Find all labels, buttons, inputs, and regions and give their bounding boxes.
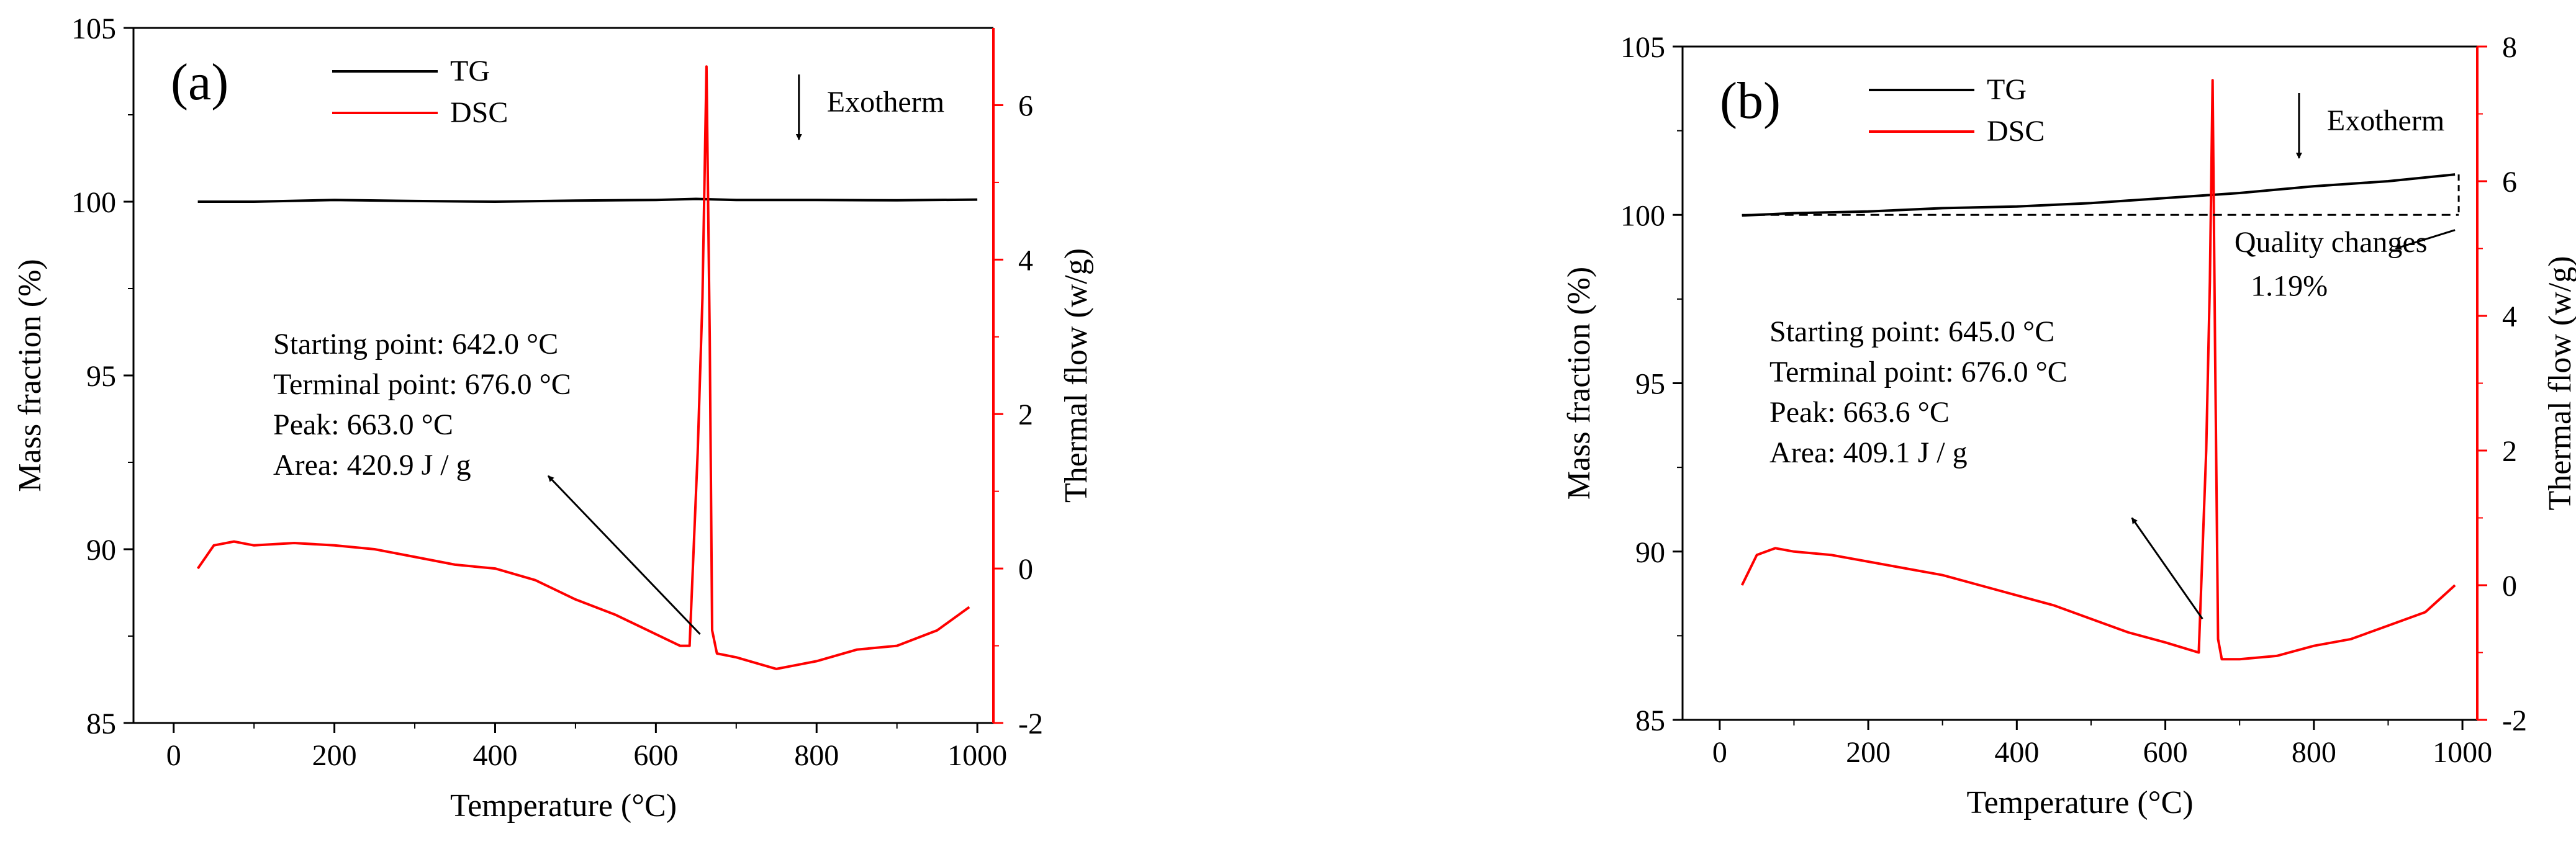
legend-dsc-label: DSC [450,96,508,129]
dsc-series-line [1740,79,2456,661]
right-y-tick-label: -2 [2502,704,2527,737]
left-y-tick-label: 85 [1635,704,1665,737]
x-tick-label: 800 [794,739,839,772]
annotation-line: Terminal point: 676.0 °C [1769,356,2068,388]
tg-series-line [1742,173,2456,217]
x-axis-title: Temperature (°C) [450,788,677,824]
x-tick-label: 1000 [947,739,1007,772]
right-y-tick-label: 4 [2502,300,2517,333]
x-tick-label: 0 [166,739,181,772]
legend-dsc-label: DSC [1987,115,2045,148]
x-axis-title: Temperature (°C) [1966,785,2193,820]
left-y-axis-title: Mass fraction (%) [12,259,48,492]
left-y-tick-label: 90 [86,534,116,567]
right-y-tick-label: 0 [1018,553,1033,586]
exotherm-label: Exotherm [827,86,944,119]
annotation-line: Peak: 663.0 °C [273,408,453,441]
quality-change-value: 1.19% [2251,269,2328,302]
peak-annotation-arrow [547,475,701,635]
annotation-line: Peak: 663.6 °C [1769,396,1950,429]
legend-tg-label: TG [450,55,490,88]
right-y-axis-title: Thermal flow (w/g) [1059,248,1094,503]
legend-tg-label: TG [1987,73,2027,106]
exotherm-label: Exotherm [2327,104,2444,137]
peak-annotation-arrow [2131,517,2203,620]
left-y-axis-title: Mass fraction (%) [1561,267,1597,500]
annotation-line: Starting point: 645.0 °C [1769,315,2054,348]
x-tick-label: 600 [633,739,678,772]
chart-panel-a: 0 200 400 600 800 1000 85 90 95 100 105 -2 0 2 4 6 Tempe… [12,12,1094,824]
x-tick-label: 400 [472,739,517,772]
right-y-axis-title: Thermal flow (w/g) [2542,256,2576,510]
annotation-line: Area: 409.1 J / g [1769,436,1968,469]
x-tick-label: 200 [1846,736,1891,769]
left-y-tick-label: 100 [71,186,116,219]
left-y-tick-label: 100 [1620,199,1665,232]
right-y-tick-label: 6 [2502,166,2517,199]
left-y-tick-label: 95 [1635,368,1665,401]
panel-label: (b) [1720,72,1781,130]
dsc-series-line [196,65,970,670]
x-tick-label: 600 [2143,736,2188,769]
x-tick-label: 0 [1712,736,1727,769]
right-y-tick-label: -2 [1018,707,1043,740]
chart-panel-b: 0 200 400 600 800 1000 85 90 95 100 105 -2 0 2 4 6 8 Temp… [1561,31,2576,820]
quality-change-arrow [2395,229,2456,250]
annotation-line: Area: 420.9 J / g [273,449,471,482]
right-y-tick-label: 2 [2502,435,2517,468]
left-y-tick-label: 90 [1635,536,1665,569]
right-y-tick-label: 6 [1018,89,1033,122]
x-tick-label: 200 [312,739,357,772]
annotation-line: Starting point: 642.0 °C [273,328,558,361]
right-y-tick-label: 2 [1018,398,1033,431]
left-y-tick-label: 105 [71,12,116,45]
panel-label: (a) [171,53,228,111]
right-y-tick-label: 8 [2502,31,2517,64]
left-y-tick-label: 85 [86,707,116,740]
x-tick-label: 1000 [2433,736,2492,769]
x-tick-label: 800 [2292,736,2336,769]
left-y-tick-label: 95 [86,360,116,393]
x-tick-label: 400 [1994,736,2039,769]
right-y-tick-label: 0 [2502,570,2517,603]
tg-series-line [197,197,978,203]
right-y-tick-label: 4 [1018,244,1033,277]
left-y-tick-label: 105 [1620,31,1665,64]
quality-change-label: Quality changes [2235,226,2428,259]
annotation-line: Terminal point: 676.0 °C [273,368,571,401]
